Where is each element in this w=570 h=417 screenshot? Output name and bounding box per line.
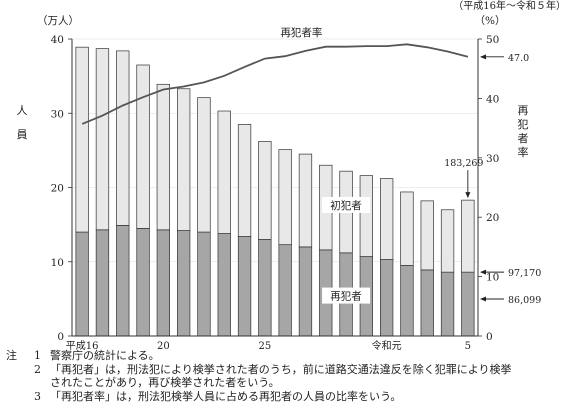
bar-first-offenders — [75, 46, 89, 233]
bar-first-offenders — [177, 88, 191, 231]
period-label: （平成16年～令和５年） — [453, 0, 566, 12]
bar-repeat-offenders — [237, 236, 252, 337]
repeat-arrow-head — [480, 296, 486, 302]
bar-first-offenders — [156, 83, 171, 231]
bar-first-offenders — [298, 153, 313, 248]
note-number: 2 — [34, 362, 41, 376]
bar-repeat-offenders — [116, 225, 130, 337]
right-axis-unit: （%） — [475, 15, 506, 27]
rate-line — [81, 43, 469, 125]
total-arrow-head — [465, 192, 471, 199]
bar-repeat-offenders — [177, 230, 191, 337]
bar-repeat-offenders — [420, 269, 434, 337]
bar-first-offenders — [116, 50, 130, 226]
bar-first-offenders — [278, 149, 292, 246]
bar-repeat-offenders — [258, 239, 272, 337]
x-tick-label: 25 — [258, 341, 271, 352]
annotation-first: 97,170 — [508, 268, 541, 279]
rate-arrow-head — [480, 54, 486, 60]
left-axis-label-char: 人 — [17, 104, 28, 117]
note-number: 1 — [34, 349, 41, 362]
bars — [75, 46, 475, 337]
note-text: 「再犯者率」は，刑法犯検挙人員に占める再犯者の人員の比率をいう。 — [50, 389, 402, 403]
right-tick-label: 0 — [486, 331, 493, 343]
left-tick-label: 40 — [51, 34, 64, 46]
right-axis-label: 再犯者率 — [518, 104, 529, 159]
annotation-total: 183,269 — [444, 158, 483, 169]
bar-repeat-offenders — [440, 271, 455, 337]
left-axis-label: 人員 — [17, 104, 28, 141]
x-tick-label: 5 — [465, 341, 471, 352]
bar-first-offenders — [217, 110, 231, 234]
right-axis-label-char: 者 — [518, 132, 529, 145]
bar-repeat-offenders — [197, 231, 211, 337]
right-tick-label: 50 — [486, 34, 499, 46]
bar-first-offenders — [461, 199, 475, 273]
bar-first-offenders — [237, 124, 252, 237]
notes-head: 注 — [6, 349, 17, 362]
left-axis-unit: （万人） — [37, 15, 79, 27]
repeat-offenders-label: 再犯者 — [330, 291, 362, 303]
left-tick-label: 30 — [51, 108, 64, 120]
bar-repeat-offenders — [461, 271, 475, 337]
x-tick-label: 20 — [157, 341, 170, 352]
right-tick-label: 20 — [486, 212, 499, 224]
bar-first-offenders — [95, 48, 110, 231]
left-axis-label-char: 員 — [17, 128, 28, 141]
bar-first-offenders — [380, 178, 394, 260]
left-tick-label: 0 — [57, 331, 64, 343]
bar-first-offenders — [420, 200, 434, 271]
bar-repeat-offenders — [156, 229, 171, 337]
bar-repeat-offenders — [217, 233, 231, 337]
bar-repeat-offenders — [298, 246, 313, 337]
note-text: されたことがあり，再び検挙された者をいう。 — [50, 376, 280, 389]
bar-first-offenders — [197, 97, 211, 233]
gridlines — [72, 38, 478, 263]
bar-repeat-offenders — [136, 227, 150, 337]
bar-first-offenders — [258, 141, 272, 240]
note-text: 「再犯者」は，刑法犯により検挙された者のうち，前に道路交通法違反を除く犯罪により… — [50, 362, 512, 376]
x-tick-label: 令和元 — [372, 339, 402, 352]
right-axis-label-char: 再 — [518, 104, 529, 117]
right-tick-label: 30 — [486, 153, 499, 165]
bar-repeat-offenders — [95, 229, 110, 337]
rate-line-path — [81, 43, 469, 125]
bar-first-offenders — [440, 209, 455, 273]
first-arrow-head — [480, 269, 486, 275]
repeat-offenders-label-bg — [322, 287, 371, 304]
left-tick-label: 20 — [51, 183, 64, 195]
note-number: 3 — [34, 389, 41, 403]
right-tick-label: 40 — [486, 93, 499, 105]
annotations: 47.0 183,269 97,170 86,099 — [444, 53, 541, 306]
bar-first-offenders — [136, 64, 150, 229]
bar-repeat-offenders — [380, 259, 394, 337]
bar-repeat-offenders — [278, 244, 292, 337]
bar-first-offenders — [400, 191, 414, 266]
right-tick-label: 10 — [486, 272, 499, 284]
rate-line-label: 再犯者率 — [280, 26, 322, 39]
bar-repeat-offenders — [75, 231, 89, 337]
right-axis-label-char: 率 — [518, 145, 529, 159]
bar-repeat-offenders — [400, 265, 414, 337]
annotation-repeat: 86,099 — [508, 295, 541, 306]
first-offenders-label-bg — [322, 196, 371, 213]
annotation-rate: 47.0 — [508, 53, 529, 64]
right-axis-label-char: 犯 — [518, 118, 529, 131]
note-text: 警察庁の統計による。 — [50, 349, 160, 362]
x-tick-label: 平成16 — [66, 340, 99, 352]
left-tick-label: 10 — [51, 257, 64, 269]
axes: 0 10 20 30 40 0 10 20 30 40 50 平成16 20 25 令和元 5 — [51, 34, 500, 352]
bar-first-offenders — [359, 175, 373, 257]
first-offenders-label: 初犯者 — [330, 199, 362, 212]
